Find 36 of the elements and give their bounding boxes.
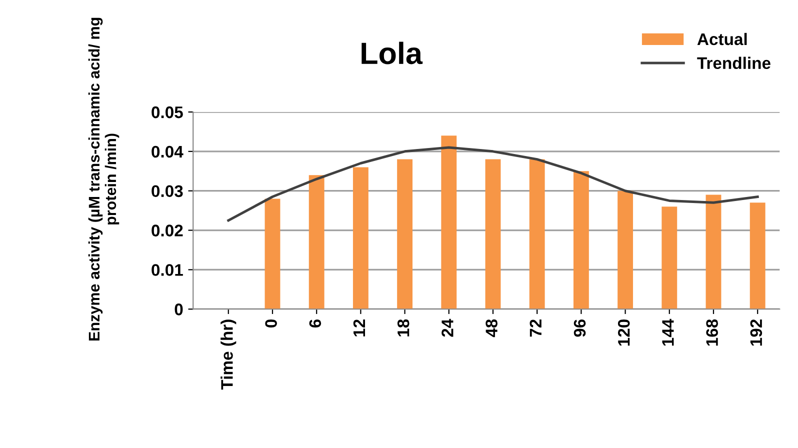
x-tick-label: 120 [618,320,630,346]
x-tick-label: Time (hr) [220,320,236,390]
bar [352,167,368,310]
y-tick-label: 0 [174,304,183,316]
y-tick-label: 0.05 [152,106,183,118]
bar [529,159,545,310]
y-tick-label: 0.04 [152,146,184,158]
bar [485,159,501,310]
x-tick-label: 18 [397,319,410,336]
bar [618,190,634,310]
bar [706,194,722,310]
y-tick-label: 0.03 [152,185,183,198]
x-tick-label: 6 [309,319,322,328]
x-tick-label: 12 [353,320,366,336]
bar [662,206,678,310]
chart-title: Lola [362,42,423,64]
x-tick-label: 192 [750,320,762,346]
bar [750,202,766,310]
legend-label: Actual [697,32,747,46]
bar [308,175,324,310]
x-tick-label: 48 [486,319,498,338]
line-series [227,146,759,222]
x-tick-label: 144 [662,318,674,346]
bar [264,198,280,310]
x-tick-label: 0 [265,320,277,328]
y-axis-title: Enzyme activity (µM trans-cinnamic acid/ mg protein /min) [88,18,120,340]
y-tick-label: 0.01 [152,264,183,276]
legend-label: Trendline [697,56,770,70]
x-tick-label: 168 [706,319,718,346]
x-tick-label: 72 [530,320,542,337]
bar [441,136,457,310]
bar [573,171,589,310]
bar [397,159,413,310]
x-tick-label: 96 [574,319,586,337]
x-tick-label: 24 [442,318,454,337]
y-tick-label: 0.02 [152,224,183,236]
